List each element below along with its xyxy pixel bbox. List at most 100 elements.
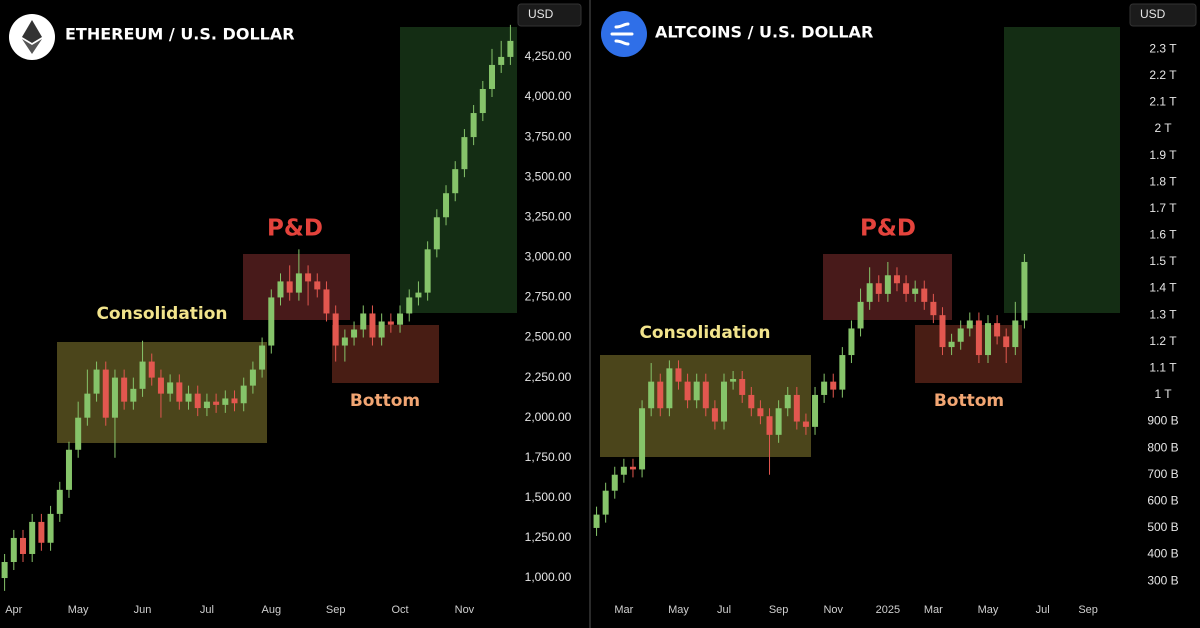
candle-body bbox=[443, 193, 450, 218]
y-tick-label: 4,000.00 bbox=[525, 89, 572, 103]
candle-body bbox=[167, 382, 174, 394]
candle-body bbox=[821, 381, 828, 395]
chart-title: ETHEREUM / U.S. DOLLAR bbox=[65, 25, 295, 44]
x-tick-label: Jul bbox=[200, 604, 214, 616]
candle-body bbox=[157, 377, 164, 394]
bottom-zone bbox=[332, 325, 439, 383]
candle-body bbox=[875, 283, 882, 294]
candle-body bbox=[657, 381, 664, 409]
y-tick-label: 600 B bbox=[1147, 494, 1178, 508]
candle-body bbox=[675, 368, 682, 382]
candle-body bbox=[939, 315, 946, 348]
y-tick-label: 1,000.00 bbox=[525, 570, 572, 584]
currency-box bbox=[1129, 3, 1197, 27]
currency-box bbox=[517, 3, 582, 27]
candle-body bbox=[176, 382, 183, 402]
candle-body bbox=[766, 416, 773, 435]
candle-body bbox=[351, 329, 358, 338]
candle-body bbox=[102, 369, 109, 418]
candle-body bbox=[433, 217, 440, 250]
candle-body bbox=[629, 466, 636, 470]
candle-body bbox=[921, 288, 928, 302]
y-tick-label: 1,750.00 bbox=[525, 450, 572, 464]
y-tick-label: 2,750.00 bbox=[525, 290, 572, 304]
candle-body bbox=[1003, 336, 1010, 348]
candle-body bbox=[866, 283, 873, 302]
candle-body bbox=[1, 561, 8, 579]
candle-body bbox=[611, 474, 618, 491]
x-tick-label: Apr bbox=[5, 604, 22, 616]
candle-body bbox=[406, 297, 413, 314]
y-tick-label: 700 B bbox=[1147, 467, 1178, 481]
annotation-label: P&D bbox=[860, 216, 916, 242]
candle-body bbox=[213, 401, 220, 405]
y-tick-label: 2,000.00 bbox=[525, 410, 572, 424]
candle-body bbox=[360, 313, 367, 330]
candle-body bbox=[966, 320, 973, 329]
candle-body bbox=[648, 381, 655, 409]
candle-body bbox=[38, 521, 45, 543]
x-tick-label: Jun bbox=[134, 604, 152, 616]
candle-body bbox=[249, 369, 256, 386]
annotation-label: Bottom bbox=[350, 391, 420, 411]
candle-body bbox=[111, 377, 118, 418]
candle-body bbox=[839, 355, 846, 390]
y-tick-label: 3,500.00 bbox=[525, 169, 572, 183]
candle-body bbox=[748, 394, 755, 409]
candle-body bbox=[994, 323, 1001, 337]
y-tick-label: 1 T bbox=[1154, 387, 1172, 401]
y-tick-label: 3,000.00 bbox=[525, 250, 572, 264]
candle-body bbox=[784, 394, 791, 409]
x-tick-label: May bbox=[68, 604, 89, 616]
y-tick-label: 1.5 T bbox=[1149, 254, 1177, 268]
x-tick-label: Nov bbox=[455, 604, 475, 616]
x-tick-label: Mar bbox=[924, 604, 943, 616]
candle-body bbox=[452, 169, 459, 194]
candle-body bbox=[620, 466, 627, 475]
candle-body bbox=[341, 337, 348, 346]
y-tick-label: 2,250.00 bbox=[525, 370, 572, 384]
candle-body bbox=[415, 292, 422, 298]
x-tick-label: Sep bbox=[769, 604, 789, 616]
candle-body bbox=[203, 401, 210, 409]
candle-body bbox=[185, 393, 192, 402]
candle-body bbox=[139, 361, 146, 389]
candle-body bbox=[10, 537, 17, 562]
candle-body bbox=[802, 421, 809, 427]
candle-body bbox=[975, 320, 982, 356]
alt-icon-glyph bbox=[610, 22, 634, 46]
x-tick-label: Jul bbox=[1036, 604, 1050, 616]
candle-body bbox=[286, 281, 293, 293]
y-tick-label: 2.1 T bbox=[1149, 95, 1177, 109]
candle-body bbox=[602, 490, 609, 515]
candle-body bbox=[884, 275, 891, 294]
currency-label: USD bbox=[1140, 7, 1166, 21]
x-tick-label: Oct bbox=[391, 604, 408, 616]
candle-body bbox=[369, 313, 376, 338]
y-tick-label: 1.9 T bbox=[1149, 148, 1177, 162]
x-tick-label: Nov bbox=[823, 604, 843, 616]
currency-label: USD bbox=[528, 7, 554, 21]
y-tick-label: 1.8 T bbox=[1149, 174, 1177, 188]
candle-body bbox=[775, 408, 782, 435]
candle-body bbox=[739, 378, 746, 395]
annotation-label: Consolidation bbox=[639, 323, 770, 343]
candle-body bbox=[957, 328, 964, 342]
candle-body bbox=[1021, 261, 1028, 321]
y-tick-label: 2 T bbox=[1154, 121, 1172, 135]
y-tick-label: 1.3 T bbox=[1149, 307, 1177, 321]
candle-body bbox=[222, 398, 229, 405]
candle-body bbox=[65, 449, 72, 490]
candle-body bbox=[121, 377, 128, 402]
candle-body bbox=[47, 513, 54, 543]
candle-body bbox=[812, 394, 819, 427]
candle-body bbox=[793, 394, 800, 422]
candle-body bbox=[93, 369, 100, 394]
x-tick-label: Sep bbox=[1078, 604, 1098, 616]
candle-body bbox=[323, 289, 330, 314]
y-tick-label: 2.3 T bbox=[1149, 41, 1177, 55]
candle-body bbox=[893, 275, 900, 284]
annotation-label: P&D bbox=[267, 216, 323, 242]
